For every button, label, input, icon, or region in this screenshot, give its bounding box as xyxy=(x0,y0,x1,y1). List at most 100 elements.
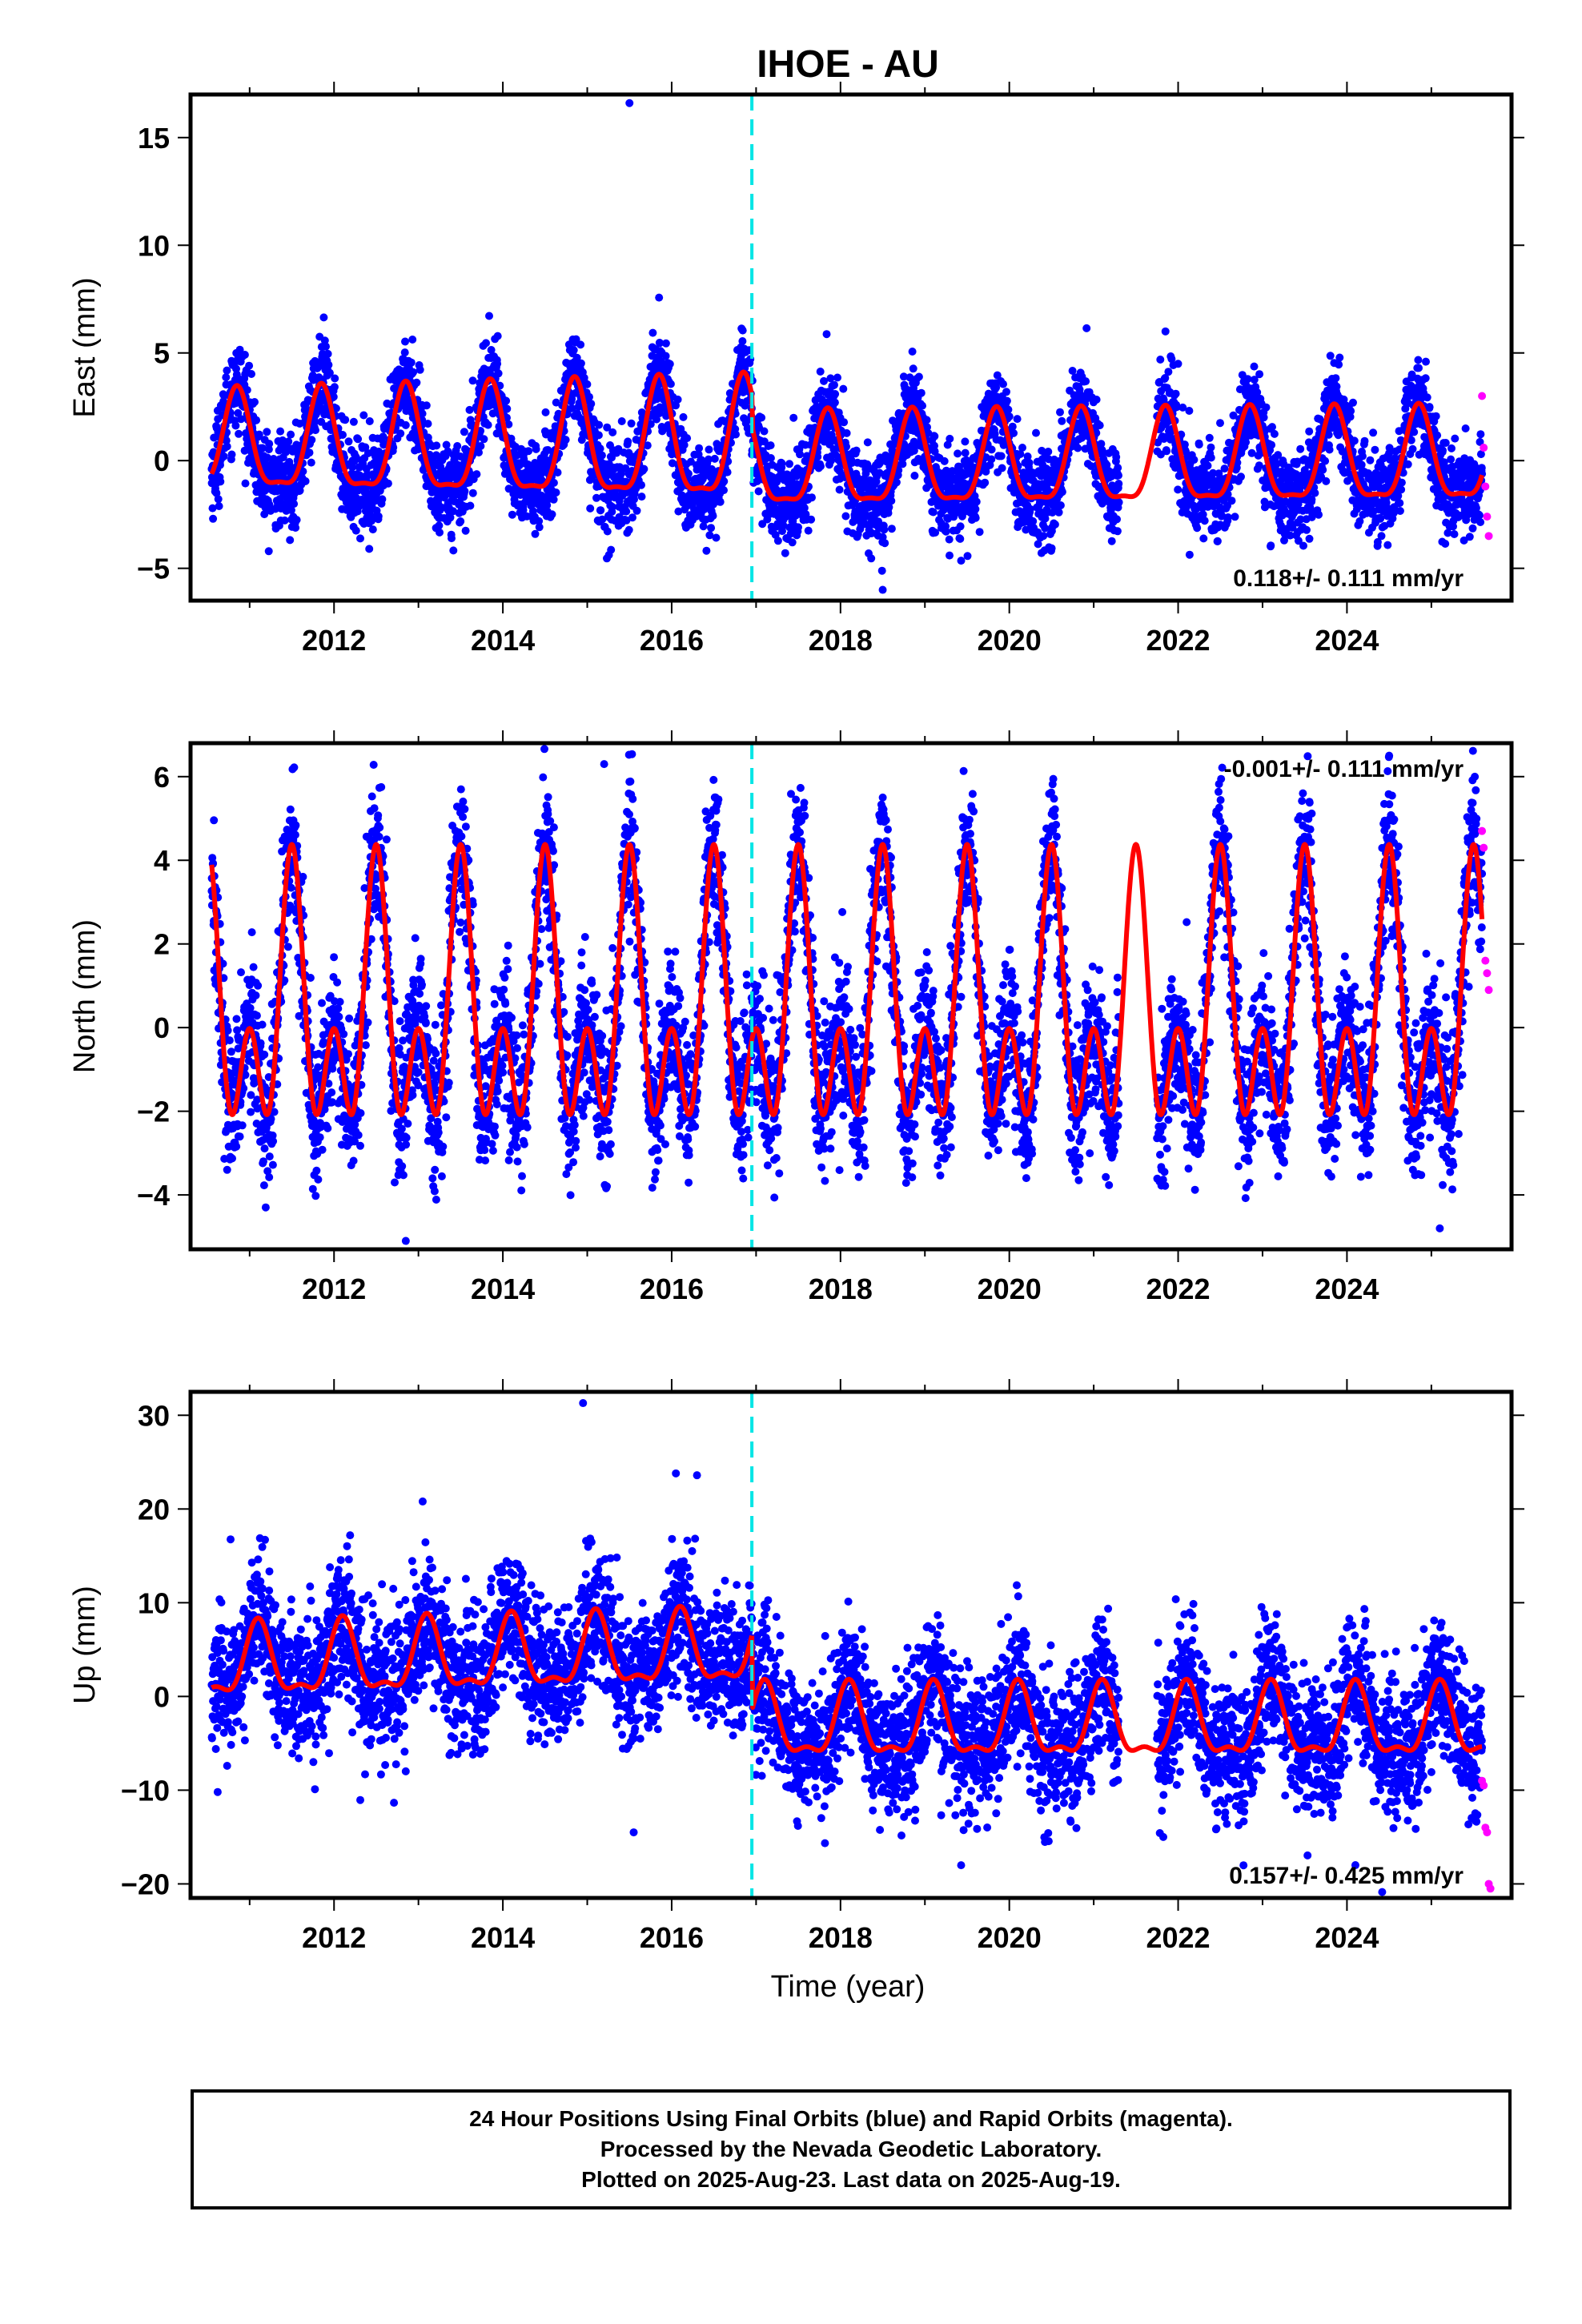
east-final-point xyxy=(361,443,370,452)
east-final-point xyxy=(1092,396,1101,404)
east-final-point xyxy=(1010,428,1018,437)
east-final-point xyxy=(549,495,558,504)
east-final-point xyxy=(552,489,560,497)
east-final-point xyxy=(320,336,329,345)
east-final-point xyxy=(1058,488,1066,497)
east-final-point xyxy=(1113,515,1121,524)
east-final-point xyxy=(422,401,431,410)
east-final-point xyxy=(442,440,451,449)
east-final-point xyxy=(264,547,273,556)
east-final-point xyxy=(252,416,261,424)
east-final-point xyxy=(910,472,919,480)
east-final-point xyxy=(513,451,521,460)
east-final-point xyxy=(305,448,314,457)
east-final-point xyxy=(1174,485,1182,494)
east-final-point xyxy=(216,460,224,469)
east-final-point xyxy=(1082,377,1090,386)
east-final-point xyxy=(263,453,271,462)
east-final-point xyxy=(646,420,655,428)
east-final-point xyxy=(456,517,465,525)
east-final-point xyxy=(572,335,580,344)
east-final-point xyxy=(532,444,540,453)
east-final-point xyxy=(716,497,725,506)
east-final-point xyxy=(424,420,432,428)
east-final-point xyxy=(223,366,231,375)
east-final-point xyxy=(1018,444,1026,452)
east-final-point xyxy=(1259,413,1268,422)
east-final-point xyxy=(917,388,926,397)
east-final-point xyxy=(543,501,552,509)
east-final-point xyxy=(992,383,1001,392)
east-final-point xyxy=(1056,501,1065,509)
east-final-point xyxy=(1047,544,1056,553)
east-final-point xyxy=(603,527,612,536)
east-final-point xyxy=(1005,412,1014,421)
east-final-point xyxy=(954,449,962,458)
east-final-point xyxy=(407,358,416,367)
east-final-point xyxy=(531,529,540,538)
east-final-point xyxy=(400,348,409,357)
east-final-point xyxy=(214,495,223,504)
east-final-point xyxy=(561,436,570,444)
east-final-point xyxy=(461,526,470,535)
east-final-point xyxy=(1220,464,1229,473)
east-final-point xyxy=(1025,458,1034,467)
east-final-point xyxy=(484,420,492,429)
east-final-point xyxy=(472,470,481,479)
east-final-point xyxy=(284,437,293,446)
east-final-point xyxy=(908,348,917,356)
east-final-point xyxy=(260,510,269,519)
east-final-point xyxy=(930,432,939,440)
east-final-point xyxy=(1335,360,1343,369)
east-final-point xyxy=(608,503,616,511)
east-final-point xyxy=(720,477,729,485)
east-final-point xyxy=(1383,541,1392,549)
east-final-point xyxy=(643,441,652,450)
east-final-point xyxy=(290,500,299,509)
east-final-point xyxy=(661,352,670,360)
east-final-point xyxy=(702,546,711,555)
east-panel: 2012 2014 2016 2018 2020 2022 2024−5051015East… xyxy=(68,82,1524,657)
east-final-point xyxy=(732,430,740,439)
east-final-point xyxy=(971,505,980,513)
east-final-point xyxy=(817,462,825,471)
east-final-point xyxy=(1207,453,1215,462)
east-final-point xyxy=(881,539,889,548)
east-final-point xyxy=(637,480,645,489)
east-final-point xyxy=(585,392,593,401)
east-final-point xyxy=(712,533,721,542)
east-final-point xyxy=(709,512,717,521)
east-final-point xyxy=(598,515,607,524)
east-final-point xyxy=(1335,353,1344,362)
east-final-point xyxy=(485,312,493,320)
east-final-point xyxy=(1331,374,1340,383)
east-plot-area xyxy=(207,94,1493,601)
east-final-point xyxy=(940,456,949,465)
east-final-point xyxy=(408,336,417,344)
east-final-point xyxy=(587,400,596,408)
east-final-point xyxy=(251,398,259,406)
east-final-point xyxy=(1376,514,1385,523)
east-final-point xyxy=(624,437,632,446)
east-final-point xyxy=(504,420,513,428)
east-final-point xyxy=(1199,534,1208,543)
east-final-point xyxy=(788,538,797,547)
east-final-point xyxy=(258,444,267,452)
east-final-point xyxy=(222,436,231,445)
east-final-point xyxy=(972,497,981,506)
east-final-point xyxy=(356,534,364,543)
east-final-point xyxy=(349,417,358,426)
east-final-point xyxy=(265,440,274,448)
east-final-point xyxy=(914,372,923,381)
east-final-point xyxy=(1255,370,1264,379)
east-final-point xyxy=(1262,403,1271,412)
east-final-point xyxy=(292,516,301,525)
east-final-point xyxy=(448,534,456,543)
east-final-point xyxy=(325,368,334,377)
east-final-point xyxy=(264,445,273,454)
east-final-point xyxy=(365,417,374,425)
east-final-point xyxy=(493,360,502,368)
east-final-point xyxy=(705,445,713,454)
east-final-point xyxy=(276,427,285,436)
east-final-point xyxy=(1162,447,1171,456)
